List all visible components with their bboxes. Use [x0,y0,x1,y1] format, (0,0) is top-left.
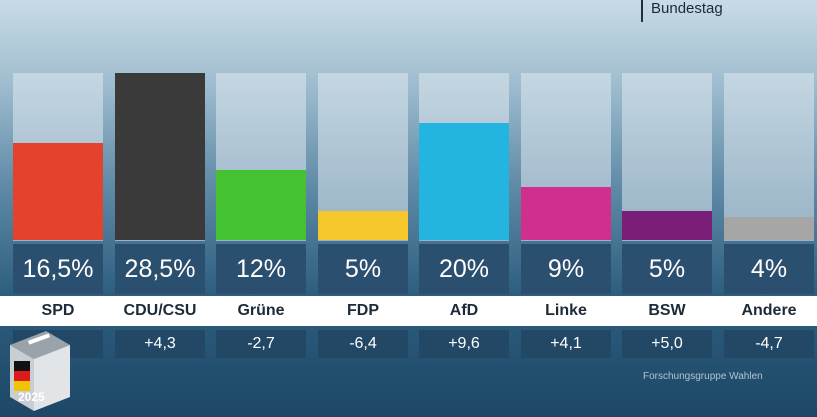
category-label-spd: SPD [41,302,75,319]
bar-andere [724,217,814,240]
source-credit: Forschungsgruppe Wahlen [643,371,763,382]
change-label-andere: -4,7 [724,330,814,358]
bar-gr-ne [216,170,306,240]
change-label-cdu-csu: +4,3 [115,330,205,358]
bar-spd [13,143,103,240]
category-label-gr-ne: Grüne [237,302,285,319]
change-label-fdp: -6,4 [318,330,408,358]
bar-bsw [622,211,712,240]
bar-fdp [318,211,408,240]
bar-linke [521,187,611,240]
logo-year: 2025 [18,390,45,404]
category-label-andere: Andere [741,302,797,319]
election-2025-logo [10,331,70,411]
party-name-strip [0,296,817,326]
category-label-cdu-csu: CDU/CSU [123,302,197,319]
change-label-gr-ne: -2,7 [216,330,306,358]
column-background-andere [724,73,814,241]
value-label-bsw: 5% [622,244,712,294]
bar-afd [419,123,509,240]
category-label-afd: AfD [449,302,479,319]
value-label-linke: 9% [521,244,611,294]
value-label-fdp: 5% [318,244,408,294]
change-label-bsw: +5,0 [622,330,712,358]
change-label-afd: +9,6 [419,330,509,358]
category-label-bsw: BSW [648,302,686,319]
category-label-linke: Linke [545,302,587,319]
value-label-afd: 20% [419,244,509,294]
value-label-gr-ne: 12% [216,244,306,294]
change-label-linke: +4,1 [521,330,611,358]
bar-cdu-csu [115,73,205,240]
value-label-spd: 16,5% [13,244,103,294]
category-label-fdp: FDP [347,302,379,319]
value-label-cdu-csu: 28,5% [115,244,205,294]
header-title: Bundestag [641,0,723,22]
value-label-andere: 4% [724,244,814,294]
